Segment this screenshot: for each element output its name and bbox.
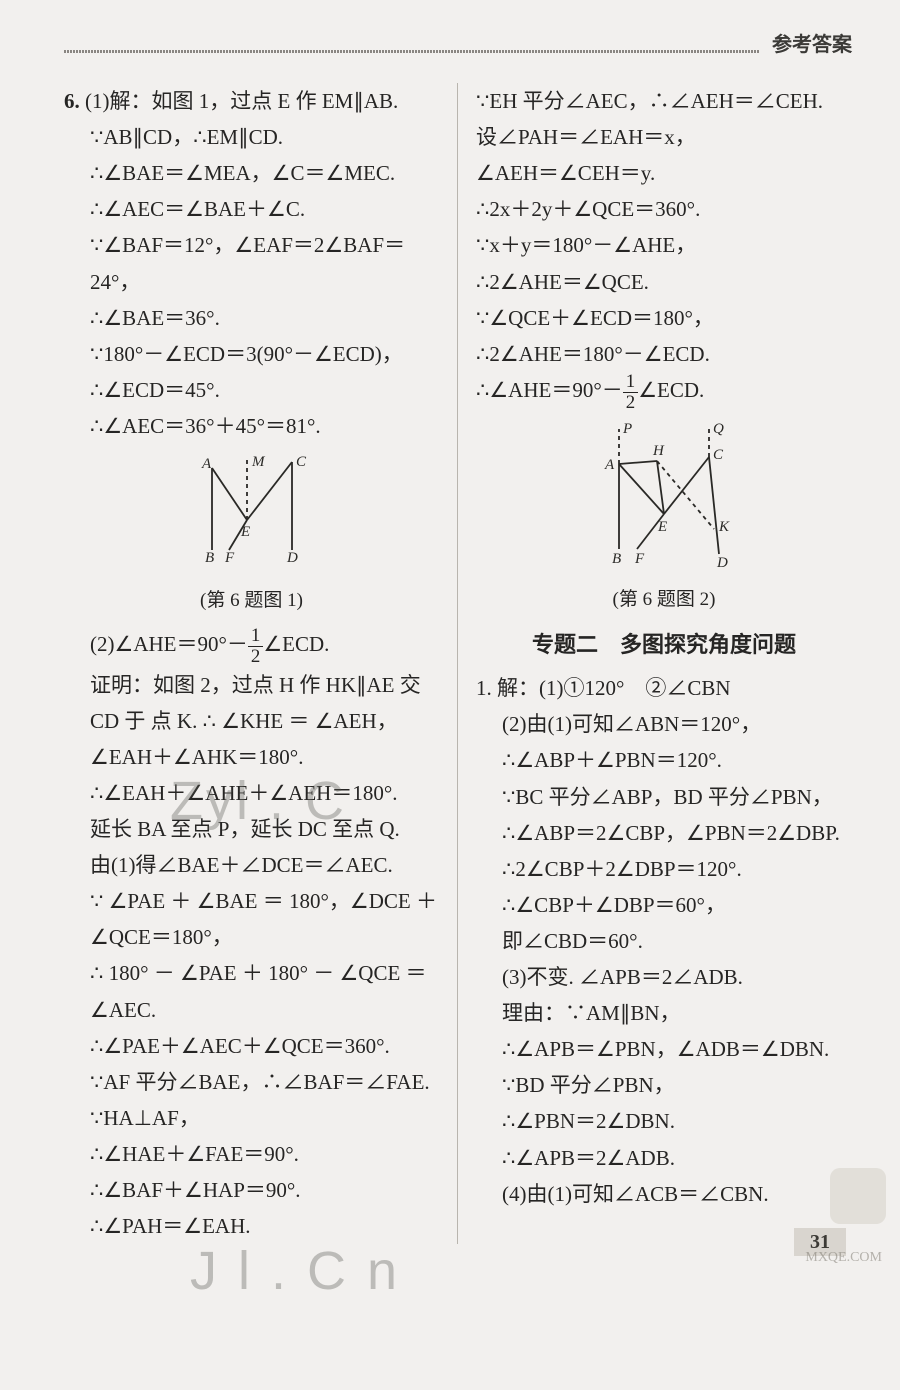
text-line: ∴∠AHE＝90°－12∠ECD. xyxy=(476,372,852,413)
two-column-layout: 6. (1)解：如图 1，过点 E 作 EM∥AB. ∵AB∥CD，∴EM∥CD… xyxy=(64,83,852,1244)
label-B: B xyxy=(205,550,214,566)
text-fragment: (2)∠AHE＝90°－ xyxy=(90,632,248,656)
text-line: ∵AF 平分∠BAE，∴∠BAF＝∠FAE. xyxy=(64,1064,439,1100)
text-line: ∵HA⊥AF， xyxy=(64,1100,439,1136)
fraction: 12 xyxy=(623,372,638,413)
text-line: (1)解：如图 1，过点 E 作 EM∥AB. xyxy=(85,89,398,113)
figure-1-svg: A B C D E F M xyxy=(177,450,327,570)
text-fragment: ∠ECD. xyxy=(638,378,704,402)
text-line: ∵BC 平分∠ABP，BD 平分∠PBN， xyxy=(476,779,852,815)
label-B: B xyxy=(612,551,621,567)
text-line: ∴2x＋2y＋∠QCE＝360°. xyxy=(476,191,852,227)
figure-1: A B C D E F M xyxy=(64,450,439,581)
text-line: 1. 解：(1)①120° ②∠CBN xyxy=(476,670,852,706)
text-line: ∴∠CBP＋∠DBP＝60°， xyxy=(476,887,852,923)
text-line: ∴∠BAE＝∠MEA，∠C＝∠MEC. xyxy=(64,155,439,191)
text-line: 理由：∵AM∥BN， xyxy=(476,995,852,1031)
header-rule: 参考答案 xyxy=(64,50,852,53)
figure-2-svg: A B C D E F H K P Q xyxy=(579,419,749,569)
label-C: C xyxy=(296,454,307,470)
text-line: ∴∠APB＝∠PBN，∠ADB＝∠DBN. xyxy=(476,1031,852,1067)
label-Q: Q xyxy=(713,421,724,437)
text-line: ∴∠HAE＋∠FAE＝90°. xyxy=(64,1136,439,1172)
label-E: E xyxy=(657,519,667,535)
text-line: ∴∠ECD＝45°. xyxy=(64,372,439,408)
problem-number: 6. (1)解：如图 1，过点 E 作 EM∥AB. xyxy=(64,83,439,119)
label-F: F xyxy=(634,551,645,567)
text-line: (2)∠AHE＝90°－12∠ECD. xyxy=(64,626,439,667)
text-line: ∴∠BAE＝36°. xyxy=(64,300,439,336)
text-line: ∴∠AEC＝∠BAE＋∠C. xyxy=(64,191,439,227)
text-line: ∴2∠CBP＋2∠DBP＝120°. xyxy=(476,851,852,887)
text-line: (2)由(1)可知∠ABN＝120°， xyxy=(476,706,852,742)
text-line: CD 于 点 K. ∴ ∠KHE ＝ ∠AEH， xyxy=(64,703,439,739)
text-line: 设∠PAH＝∠EAH＝x， xyxy=(476,119,852,155)
text-line: 由(1)得∠BAE＋∠DCE＝∠AEC. xyxy=(64,847,439,883)
text-line: ∵x＋y＝180°－∠AHE， xyxy=(476,227,852,263)
section-title: 专题二 多图探究角度问题 xyxy=(476,626,852,664)
figure-2-caption: (第 6 题图 2) xyxy=(476,584,852,617)
text-line: ∴ 180° － ∠PAE ＋ 180° － ∠QCE ＝ xyxy=(64,955,439,991)
label-F: F xyxy=(224,550,235,566)
header-title: 参考答案 xyxy=(760,28,852,57)
page: 参考答案 6. (1)解：如图 1，过点 E 作 EM∥AB. ∵AB∥CD，∴… xyxy=(0,0,900,1284)
text-line: ∴2∠AHE＝180°－∠ECD. xyxy=(476,336,852,372)
label-D: D xyxy=(716,555,728,569)
label-E: E xyxy=(240,524,250,540)
text-line: ∴∠ABP＋∠PBN＝120°. xyxy=(476,742,852,778)
label-H: H xyxy=(652,443,665,459)
text-line: ∠AEC. xyxy=(64,992,439,1028)
text-line: ∴∠AEC＝36°＋45°＝81°. xyxy=(64,408,439,444)
text-line: ∴∠PAE＋∠AEC＋∠QCE＝360°. xyxy=(64,1028,439,1064)
text-line: ∴∠APB＝2∠ADB. xyxy=(476,1140,852,1176)
text-line: (3)不变. ∠APB＝2∠ADB. xyxy=(476,959,852,995)
text-line: ∠QCE＝180°， xyxy=(64,919,439,955)
text-line: ∵∠QCE＋∠ECD＝180°， xyxy=(476,300,852,336)
text-line: ∵BD 平分∠PBN， xyxy=(476,1067,852,1103)
text-line: (4)由(1)可知∠ACB＝∠CBN. xyxy=(476,1176,852,1212)
text-line: ∵180°－∠ECD＝3(90°－∠ECD)， xyxy=(64,336,439,372)
right-column: ∵EH 平分∠AEC，∴∠AEH＝∠CEH. 设∠PAH＝∠EAH＝x， ∠AE… xyxy=(458,83,852,1244)
figure-1-caption: (第 6 题图 1) xyxy=(64,585,439,618)
page-number: 31 xyxy=(794,1228,846,1256)
frac-num: 1 xyxy=(248,626,263,647)
label-C: C xyxy=(713,447,724,463)
text-line: 证明：如图 2，过点 H 作 HK∥AE 交 xyxy=(64,667,439,703)
frac-den: 2 xyxy=(623,393,638,413)
label-K: K xyxy=(718,519,730,535)
label-P: P xyxy=(622,421,632,437)
q6-label: 6. xyxy=(64,89,80,113)
text-fragment: ∴∠AHE＝90°－ xyxy=(476,378,623,402)
frac-den: 2 xyxy=(248,647,263,667)
text-line: ∴2∠AHE＝∠QCE. xyxy=(476,264,852,300)
text-line: ∵ ∠PAE ＋ ∠BAE ＝ 180°，∠DCE ＋ xyxy=(64,883,439,919)
text-line: ∵AB∥CD，∴EM∥CD. xyxy=(64,119,439,155)
label-A: A xyxy=(604,457,615,473)
text-line: 即∠CBD＝60°. xyxy=(476,923,852,959)
text-line: ∴∠ABP＝2∠CBP，∠PBN＝2∠DBP. xyxy=(476,815,852,851)
figure-2: A B C D E F H K P Q xyxy=(476,419,852,580)
watermark: J l . C n xyxy=(190,1240,400,1302)
label-M: M xyxy=(251,454,266,470)
frac-num: 1 xyxy=(623,372,638,393)
left-column: 6. (1)解：如图 1，过点 E 作 EM∥AB. ∵AB∥CD，∴EM∥CD… xyxy=(64,83,458,1244)
text-line: ∴∠EAH＋∠AHE＋∠AEH＝180°. xyxy=(64,775,439,811)
label-D: D xyxy=(286,550,298,566)
text-line: ∴∠BAF＋∠HAP＝90°. xyxy=(64,1172,439,1208)
text-fragment: ∠ECD. xyxy=(263,632,329,656)
text-line: 延长 BA 至点 P，延长 DC 至点 Q. xyxy=(64,811,439,847)
text-line: ∴∠PBN＝2∠DBN. xyxy=(476,1103,852,1139)
text-line: ∠AEH＝∠CEH＝y. xyxy=(476,155,852,191)
text-line: ∠EAH＋∠AHK＝180°. xyxy=(64,739,439,775)
fraction: 12 xyxy=(248,626,263,667)
text-line: ∵∠BAF＝12°，∠EAF＝2∠BAF＝24°， xyxy=(64,227,439,299)
text-line: ∴∠PAH＝∠EAH. xyxy=(64,1208,439,1244)
text-line: ∵EH 平分∠AEC，∴∠AEH＝∠CEH. xyxy=(476,83,852,119)
label-A: A xyxy=(201,456,212,472)
